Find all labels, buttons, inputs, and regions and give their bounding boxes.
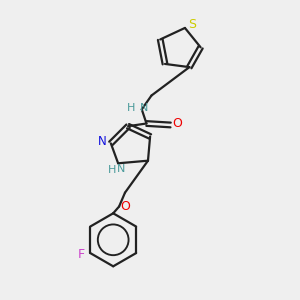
Text: N: N bbox=[98, 134, 106, 148]
Text: F: F bbox=[77, 248, 84, 261]
Text: S: S bbox=[188, 19, 196, 32]
Text: N: N bbox=[117, 164, 125, 174]
Text: O: O bbox=[172, 117, 182, 130]
Text: H: H bbox=[107, 165, 116, 175]
Text: O: O bbox=[121, 200, 130, 213]
Text: H: H bbox=[126, 103, 135, 113]
Text: N: N bbox=[140, 103, 148, 113]
